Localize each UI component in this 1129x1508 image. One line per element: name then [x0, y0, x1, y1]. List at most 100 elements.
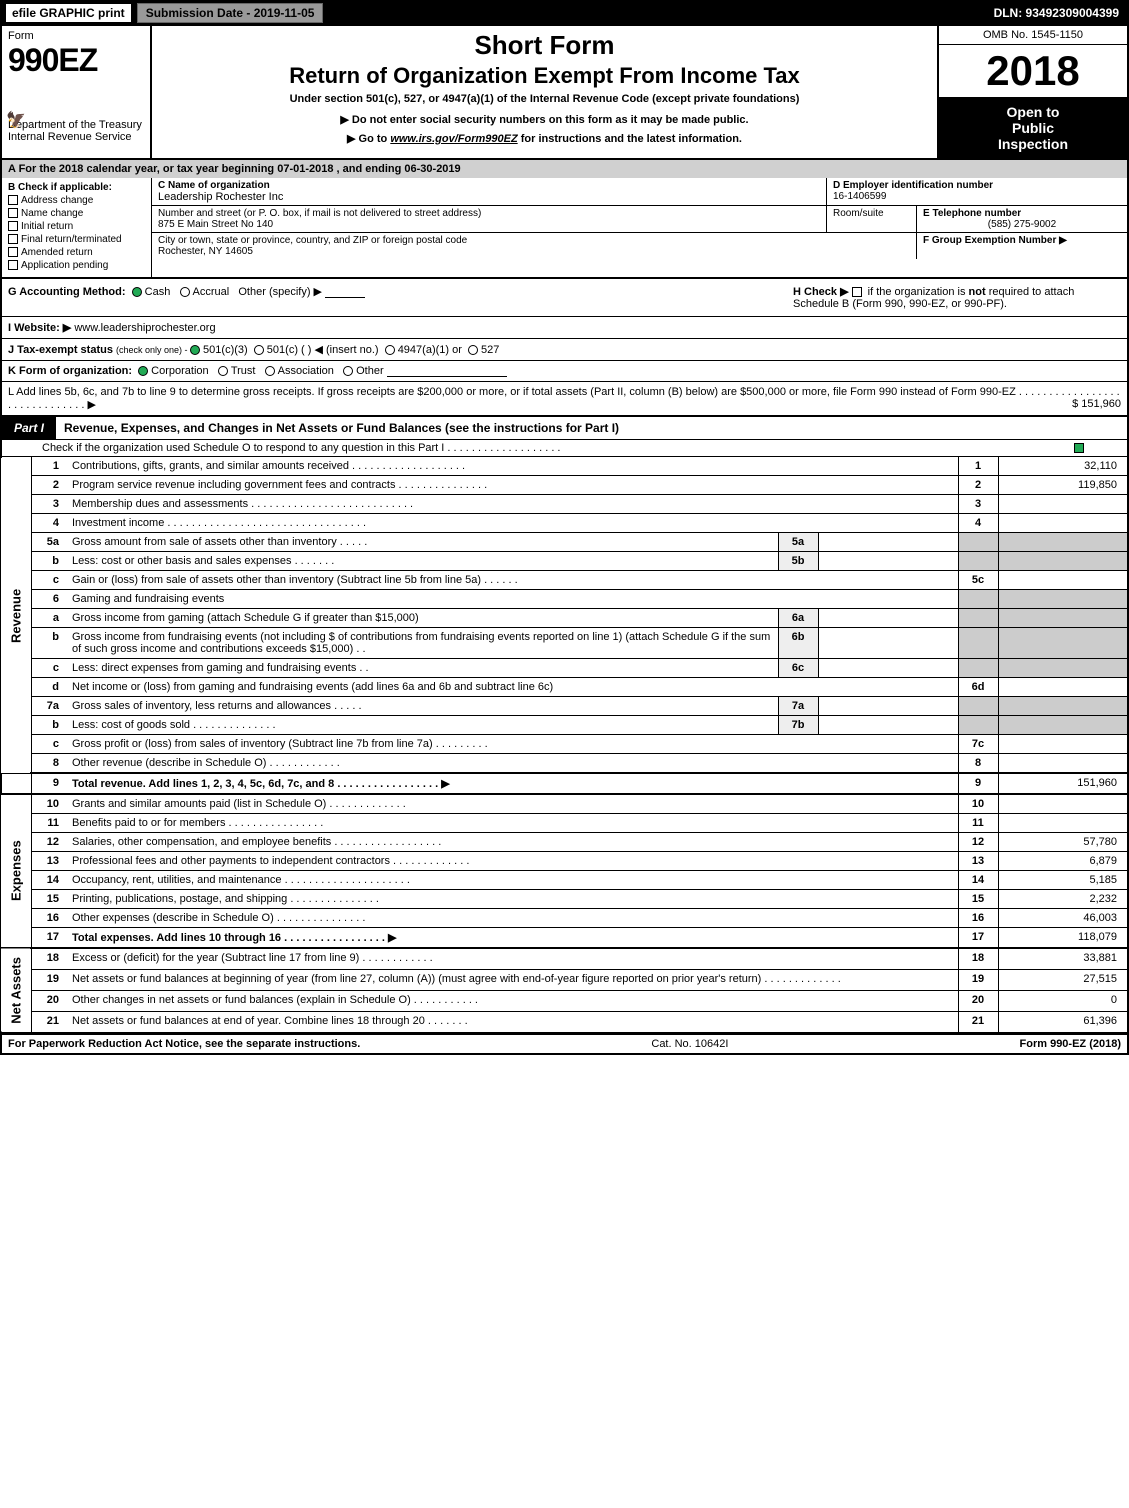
h-label: H Check ▶ — [793, 286, 852, 298]
j-txt: (check only one) - — [116, 345, 190, 355]
irs-link[interactable]: www.irs.gov/Form990EZ — [390, 133, 517, 145]
line-14: 14Occupancy, rent, utilities, and mainte… — [1, 871, 1128, 890]
city-value: Rochester, NY 14605 — [158, 246, 910, 257]
box-room: Room/suite — [827, 206, 917, 232]
form-word: Form — [8, 30, 144, 42]
chk-schedule-o[interactable] — [1074, 443, 1084, 453]
line-21: 21Net assets or fund balances at end of … — [1, 1011, 1128, 1032]
row-a-tax-year: A For the 2018 calendar year, or tax yea… — [0, 160, 1129, 178]
footer-form-ref: Form 990-EZ (2018) — [1020, 1038, 1121, 1050]
line-16: 16Other expenses (describe in Schedule O… — [1, 909, 1128, 928]
form-number: 990EZ — [8, 42, 144, 79]
line-5a: 5aGross amount from sale of assets other… — [1, 533, 1128, 552]
g-label: G Accounting Method: — [8, 286, 126, 298]
line-18: Net Assets 18Excess or (deficit) for the… — [1, 948, 1128, 969]
rowA-mid: , and ending — [337, 163, 405, 175]
part-i-title: Revenue, Expenses, and Changes in Net As… — [56, 417, 1127, 439]
line-15: 15Printing, publications, postage, and s… — [1, 890, 1128, 909]
h-txt1: if the organization is — [868, 286, 969, 298]
rowA-pre: A For the 2018 calendar year, or tax yea… — [8, 163, 277, 175]
radio-4947[interactable] — [385, 345, 395, 355]
radio-527[interactable] — [468, 345, 478, 355]
chk-amended-return[interactable]: Amended return — [8, 247, 145, 258]
box-e-phone: E Telephone number (585) 275-9002 — [917, 206, 1127, 232]
info-block: B Check if applicable: Address change Na… — [0, 178, 1129, 279]
other-org-input[interactable] — [387, 365, 507, 377]
line-10: Expenses 10Grants and similar amounts pa… — [1, 794, 1128, 814]
line-7c: cGross profit or (loss) from sales of in… — [1, 735, 1128, 754]
line-19: 19Net assets or fund balances at beginni… — [1, 969, 1128, 990]
line-13: 13Professional fees and other payments t… — [1, 852, 1128, 871]
part-i-schedule-o: Check if the organization used Schedule … — [42, 442, 561, 454]
header-left: Form 990EZ 🦅 Department of the Treasury … — [2, 26, 152, 158]
header-center: Short Form Return of Organization Exempt… — [152, 26, 937, 158]
goto-pre: ▶ Go to — [347, 133, 390, 145]
row-i-website: I Website: ▶ www.leadershiprochester.org — [0, 317, 1129, 339]
line-1: Revenue 1 Contributions, gifts, grants, … — [1, 457, 1128, 476]
row-j-tax-exempt: J Tax-exempt status (check only one) - 5… — [0, 339, 1129, 361]
l-value: $ 151,960 — [1072, 398, 1121, 410]
radio-other-org[interactable] — [343, 366, 353, 376]
radio-association[interactable] — [265, 366, 275, 376]
chk-final-return[interactable]: Final return/terminated — [8, 234, 145, 245]
line-6d: dNet income or (loss) from gaming and fu… — [1, 678, 1128, 697]
irs-label: Internal Revenue Service — [8, 131, 144, 143]
radio-accrual[interactable] — [180, 287, 190, 297]
line-5c: cGain or (loss) from sale of assets othe… — [1, 571, 1128, 590]
h-not: not — [969, 286, 986, 298]
l-text: L Add lines 5b, 6c, and 7b to line 9 to … — [8, 386, 1120, 411]
other-specify-input[interactable] — [325, 286, 365, 298]
tax-year: 2018 — [939, 45, 1127, 97]
org-name-value: Leadership Rochester Inc — [158, 191, 820, 203]
line-6c: cLess: direct expenses from gaming and f… — [1, 659, 1128, 678]
column-cde: C Name of organization Leadership Roches… — [152, 178, 1127, 277]
room-label: Room/suite — [833, 208, 910, 219]
box-city: City or town, state or province, country… — [152, 233, 917, 259]
radio-501c[interactable] — [254, 345, 264, 355]
radio-corporation[interactable] — [138, 366, 148, 376]
chk-address-change[interactable]: Address change — [8, 195, 145, 206]
line-2: 2Program service revenue including gover… — [1, 476, 1128, 495]
radio-501c3[interactable] — [190, 345, 200, 355]
title-short-form: Short Form — [160, 30, 929, 61]
lines-table: Revenue 1 Contributions, gifts, grants, … — [0, 457, 1129, 1034]
addr-value: 875 E Main Street No 140 — [158, 219, 820, 230]
title-return: Return of Organization Exempt From Incom… — [160, 63, 929, 89]
chk-h[interactable] — [852, 287, 862, 297]
line-7b: bLess: cost of goods sold . . . . . . . … — [1, 716, 1128, 735]
chk-application-pending[interactable]: Application pending — [8, 260, 145, 271]
go-to-link-line: ▶ Go to www.irs.gov/Form990EZ for instru… — [160, 132, 929, 145]
part-i-label: Part I — [2, 417, 56, 439]
page-footer: For Paperwork Reduction Act Notice, see … — [0, 1034, 1129, 1055]
radio-cash[interactable] — [132, 287, 142, 297]
line-4: 4Investment income . . . . . . . . . . .… — [1, 514, 1128, 533]
open-to-public: Open to Public Inspection — [939, 97, 1127, 158]
chk-name-change[interactable]: Name change — [8, 208, 145, 219]
part-i-header: Part I Revenue, Expenses, and Changes in… — [0, 417, 1129, 440]
addr-label: Number and street (or P. O. box, if mail… — [158, 208, 820, 219]
top-bar: efile GRAPHIC print Submission Date - 20… — [0, 0, 1129, 26]
i-label: I Website: ▶ — [8, 322, 71, 334]
chk-initial-return[interactable]: Initial return — [8, 221, 145, 232]
radio-trust[interactable] — [218, 366, 228, 376]
rowA-begin: 07-01-2018 — [277, 163, 333, 175]
k-label: K Form of organization: — [8, 365, 132, 377]
open-line3: Inspection — [943, 136, 1123, 152]
b-header: B Check if applicable: — [8, 182, 145, 193]
box-g-accounting: G Accounting Method: Cash Accrual Other … — [2, 279, 787, 316]
line-7a: 7aGross sales of inventory, less returns… — [1, 697, 1128, 716]
website-value: www.leadershiprochester.org — [74, 322, 215, 334]
line-5b: bLess: cost or other basis and sales exp… — [1, 552, 1128, 571]
treasury-seal-icon: 🦅 — [6, 110, 26, 130]
part-i-subtext: Check if the organization used Schedule … — [0, 440, 1129, 457]
footer-left: For Paperwork Reduction Act Notice, see … — [8, 1038, 360, 1050]
footer-cat-no: Cat. No. 10642I — [651, 1038, 728, 1050]
line-11: 11Benefits paid to or for members . . . … — [1, 814, 1128, 833]
line-6: 6Gaming and fundraising events — [1, 590, 1128, 609]
open-line1: Open to — [943, 104, 1123, 120]
phone-value: (585) 275-9002 — [923, 219, 1121, 230]
column-b: B Check if applicable: Address change Na… — [2, 178, 152, 277]
line-3: 3Membership dues and assessments . . . .… — [1, 495, 1128, 514]
header-right: OMB No. 1545-1150 2018 Open to Public In… — [937, 26, 1127, 158]
open-line2: Public — [943, 120, 1123, 136]
